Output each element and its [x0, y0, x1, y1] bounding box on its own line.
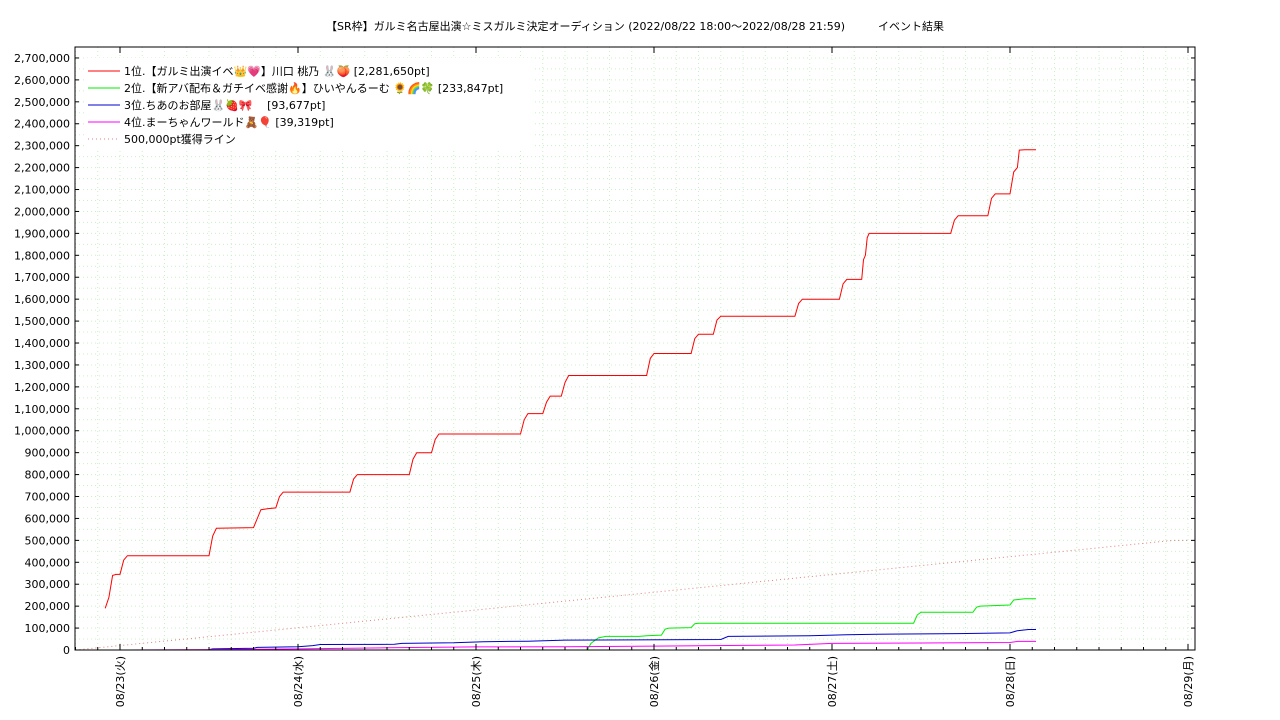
- y-tick-label: 700,000: [25, 491, 71, 504]
- x-tick-label: 08/26(金): [647, 656, 661, 707]
- series-line-1: [104, 149, 1036, 609]
- y-tick-label: 2,400,000: [14, 118, 70, 131]
- series-layer: [75, 149, 1188, 651]
- y-tick-label: 600,000: [25, 512, 71, 525]
- x-tick-label: 08/25(木): [470, 656, 483, 707]
- legend-background: [84, 58, 534, 150]
- x-tick-label: 08/27(土): [826, 656, 839, 707]
- legend-label-1: 1位.【ガルミ出演イベ👑💗】川口 桃乃 🐰🍑 [2,281,650pt]: [124, 64, 430, 78]
- x-tick-label: 08/29(月): [1182, 656, 1195, 707]
- y-tick-label: 100,000: [25, 622, 71, 635]
- y-tick-label: 1,400,000: [14, 337, 70, 350]
- series-line-4: [119, 640, 1036, 651]
- series-line-3: [208, 629, 1036, 651]
- y-tick-label: 2,300,000: [14, 140, 70, 153]
- chart-title: 【SR枠】ガルミ名古屋出演☆ミスガルミ決定オーディション (2022/08/22…: [326, 19, 944, 33]
- y-tick-label: 1,700,000: [14, 271, 70, 284]
- y-tick-label: 800,000: [25, 469, 71, 482]
- legend-label-2: 2位.【新アバ配布＆ガチイベ感謝🔥】ひいやんるーむ 🌻🌈🍀 [233,847pt…: [124, 81, 503, 95]
- y-tick-label: 1,500,000: [14, 315, 70, 328]
- y-tick-label: 2,500,000: [14, 96, 70, 109]
- legend: 1位.【ガルミ出演イベ👑💗】川口 桃乃 🐰🍑 [2,281,650pt] 2位.【…: [84, 58, 534, 150]
- y-tick-label: 400,000: [25, 556, 71, 569]
- legend-label-4: 4位.まーちゃんワールド🧸🎈 [39,319pt]: [124, 115, 334, 129]
- x-tick-label: 08/24(水): [292, 656, 305, 707]
- y-tick-label: 500,000: [25, 534, 71, 547]
- legend-label-5: 500,000pt獲得ライン: [124, 133, 236, 146]
- y-tick-label: 1,300,000: [14, 359, 70, 372]
- y-tick-label: 900,000: [25, 447, 71, 460]
- legend-label-3: 3位.ちあのお部屋🐰🍓🎀 [93,677pt]: [124, 98, 325, 112]
- y-axis: 0 100,000 200,000 300,000 400,000 500,000 600,…: [14, 52, 1195, 657]
- y-tick-label: 1,900,000: [14, 227, 70, 240]
- y-tick-label: 1,200,000: [14, 381, 70, 394]
- plot-frame: [74, 46, 1196, 651]
- y-tick-label: 1,100,000: [14, 403, 70, 416]
- y-tick-label: 1,600,000: [14, 293, 70, 306]
- y-tick-label: 2,700,000: [14, 52, 70, 65]
- y-tick-label: 2,100,000: [14, 184, 70, 197]
- y-tick-label: 2,200,000: [14, 162, 70, 175]
- y-tick-label: 200,000: [25, 600, 71, 613]
- series-line-5: [75, 539, 1188, 651]
- series-line-2: [586, 598, 1036, 651]
- y-tick-label: 0: [63, 644, 70, 657]
- y-tick-label: 2,600,000: [14, 74, 70, 87]
- y-tick-label: 2,000,000: [14, 205, 70, 218]
- y-tick-label: 1,800,000: [14, 249, 70, 262]
- y-tick-label: 300,000: [25, 578, 71, 591]
- x-tick-label: 08/28(日): [1004, 656, 1017, 707]
- y-tick-label: 1,000,000: [14, 425, 70, 438]
- x-axis: 08/23(火) 08/24(水) 08/25(木) 08/26(金) 08/27(土)…: [75, 47, 1195, 707]
- x-tick-label: 08/23(火): [114, 656, 127, 707]
